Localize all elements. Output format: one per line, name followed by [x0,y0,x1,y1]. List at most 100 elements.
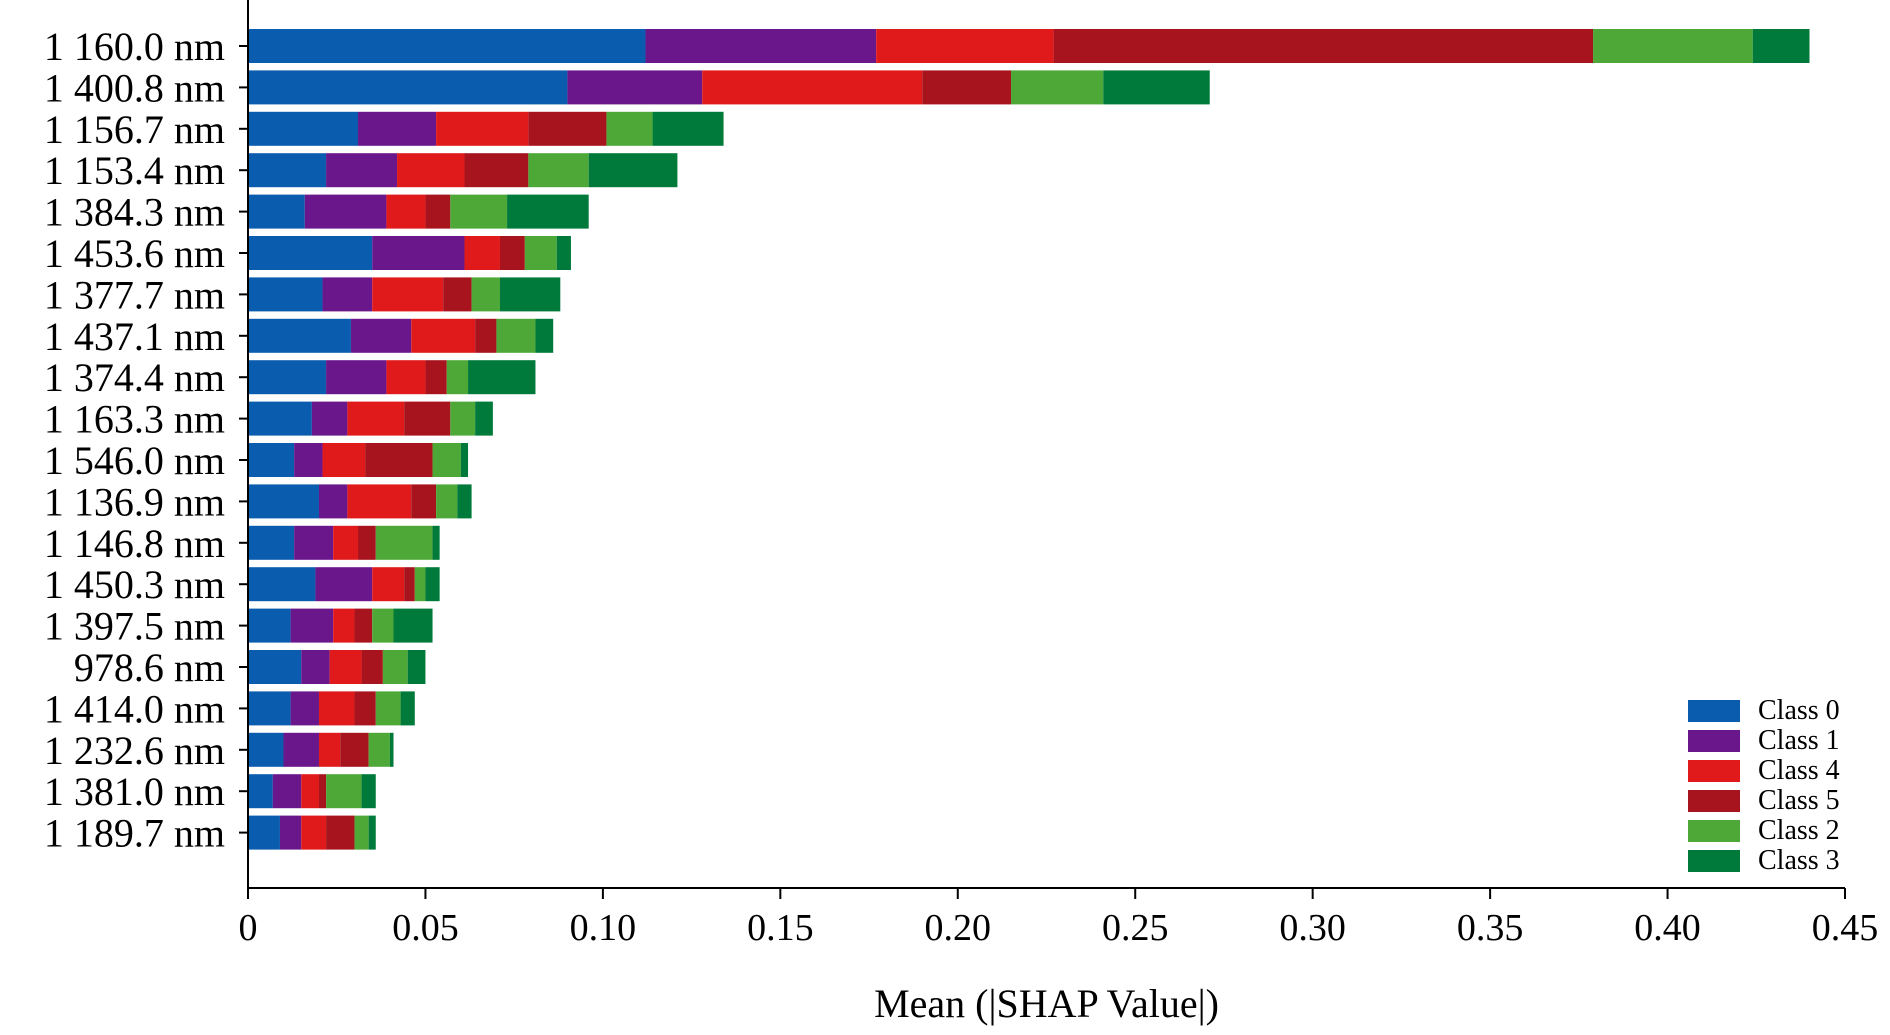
x-tick-label-0-05: 0.05 [392,907,459,949]
bar-class-4-1-546-0-nm [322,443,366,477]
bar-class-4-1-414-0-nm [318,691,355,726]
x-tick-label-0-10: 0.10 [570,907,637,949]
bar-class-2-1-414-0-nm [375,691,401,726]
bar-class-4-1-453-6-nm [464,236,500,270]
bar-class-4-1-160-0-nm [876,29,1054,63]
bar-class-3-1-450-3-nm [425,567,440,602]
bar-class-2-1-384-3-nm [450,194,508,229]
bar-class-4-1-156-7-nm [436,111,529,146]
legend-label-class-4: Class 4 [1758,755,1840,786]
bar-class-0-1-163-3-nm [248,401,312,436]
bar-class-4-1-377-7-nm [372,277,444,312]
bar-class-0-978-6-nm [248,650,302,684]
y-tick-label-1-453-6-nm: 1 453.6 nm [44,231,225,276]
bar-class-3-1-546-0-nm [460,443,469,477]
bar-class-1-1-160-0-nm [645,29,877,63]
bar-class-5-1-397-5-nm [354,608,373,643]
bar-class-5-1-384-3-nm [425,194,451,229]
y-tick-label-1-384-3-nm: 1 384.3 nm [44,190,225,235]
bar-class-0-1-414-0-nm [248,691,291,726]
x-axis-ticks: 0 0.05 0.10 0.15 0.20 0.25 0.30 0.35 0.40 0.45 [239,888,1879,949]
bar-class-2-1-374-4-nm [446,360,469,395]
bar-class-0-1-384-3-nm [248,194,305,229]
legend-label-class-1: Class 1 [1758,725,1840,756]
bar-class-1-1-146-8-nm [294,525,334,560]
bar-class-4-978-6-nm [329,650,362,684]
bar-class-1-1-397-5-nm [290,608,334,643]
legend-swatch-class-3 [1688,850,1740,872]
bar-class-3-1-146-8-nm [432,525,440,560]
bar-class-4-1-146-8-nm [333,525,359,560]
bar-class-0-1-374-4-nm [248,360,327,395]
y-tick-label-978-6-nm: 978.6 nm [74,645,225,690]
bar-class-2-1-546-0-nm [432,443,461,477]
bar-class-4-1-189-7-nm [301,815,327,850]
bar-class-5-1-381-0-nm [318,774,327,809]
bar-class-3-1-414-0-nm [400,691,415,726]
x-tick-label-0-25: 0.25 [1102,907,1169,949]
bar-class-3-1-381-0-nm [361,774,376,809]
bar-class-0-1-437-1-nm [248,318,351,353]
bar-class-5-1-437-1-nm [475,318,497,353]
bar-class-1-1-453-6-nm [372,236,465,270]
bar-class-4-1-232-6-nm [318,732,341,767]
x-tick-label-0-45: 0.45 [1812,907,1879,949]
bar-class-5-1-450-3-nm [404,567,415,602]
bar-class-3-1-397-5-nm [393,608,433,643]
y-tick-label-1-377-7-nm: 1 377.7 nm [44,272,225,317]
bar-class-2-1-397-5-nm [372,608,394,643]
bar-class-2-1-146-8-nm [375,525,433,560]
bar-class-5-1-400-8-nm [922,70,1012,105]
bar-class-5-1-232-6-nm [340,732,369,767]
y-tick-label-1-414-0-nm: 1 414.0 nm [44,686,225,731]
bar-class-5-1-146-8-nm [358,525,376,560]
bar-class-5-1-163-3-nm [404,401,451,436]
bar-class-2-1-453-6-nm [524,236,557,270]
bar-class-0-1-136-9-nm [248,484,319,519]
legend-label-class-3: Class 3 [1758,845,1840,876]
bar-class-3-978-6-nm [407,650,426,684]
bar-class-5-1-377-7-nm [443,277,472,312]
bar-class-4-1-153-4-nm [397,153,465,188]
bar-class-2-1-450-3-nm [414,567,426,602]
bar-class-2-1-437-1-nm [496,318,536,353]
bar-class-1-1-189-7-nm [279,815,302,850]
bar-class-3-1-384-3-nm [507,194,589,229]
bar-class-0-1-232-6-nm [248,732,284,767]
bar-class-1-1-232-6-nm [283,732,319,767]
y-tick-label-1-136-9-nm: 1 136.9 nm [44,479,225,524]
x-axis-label: Mean (|SHAP Value|) [874,981,1219,1026]
bar-class-1-1-437-1-nm [350,318,412,353]
legend-label-class-0: Class 0 [1758,695,1840,726]
bar-class-3-1-156-7-nm [652,111,724,146]
bar-class-0-1-397-5-nm [248,608,291,643]
bar-class-2-1-156-7-nm [606,111,653,146]
x-tick-label-0-15: 0.15 [747,907,814,949]
bar-class-1-1-156-7-nm [358,111,437,146]
bar-class-2-1-400-8-nm [1011,70,1104,105]
y-tick-label-1-232-6-nm: 1 232.6 nm [44,728,225,773]
y-tick-label-1-546-0-nm: 1 546.0 nm [44,438,225,483]
bar-class-3-1-163-3-nm [475,401,493,436]
bar-class-0-1-156-7-nm [248,111,359,146]
bar-class-1-1-450-3-nm [315,567,373,602]
bar-class-5-1-546-0-nm [365,443,433,477]
bar-class-1-1-163-3-nm [311,401,348,436]
y-tick-label-1-160-0-nm: 1 160.0 nm [44,24,225,69]
x-tick-label-0: 0 [239,907,258,949]
bar-class-3-1-377-7-nm [499,277,561,312]
bar-class-2-978-6-nm [382,650,408,684]
bar-class-4-1-374-4-nm [386,360,426,395]
bar-class-5-978-6-nm [361,650,383,684]
bar-class-2-1-189-7-nm [354,815,369,850]
bar-class-5-1-414-0-nm [354,691,376,726]
y-tick-label-1-156-7-nm: 1 156.7 nm [44,107,225,152]
legend-swatch-class-1 [1688,730,1740,752]
bar-class-5-1-374-4-nm [425,360,447,395]
bar-class-0-1-546-0-nm [248,443,295,477]
x-tick-label-0-35: 0.35 [1457,907,1524,949]
x-tick-label-0-40: 0.40 [1634,907,1701,949]
bar-class-4-1-163-3-nm [347,401,405,436]
y-tick-label-1-397-5-nm: 1 397.5 nm [44,604,225,649]
